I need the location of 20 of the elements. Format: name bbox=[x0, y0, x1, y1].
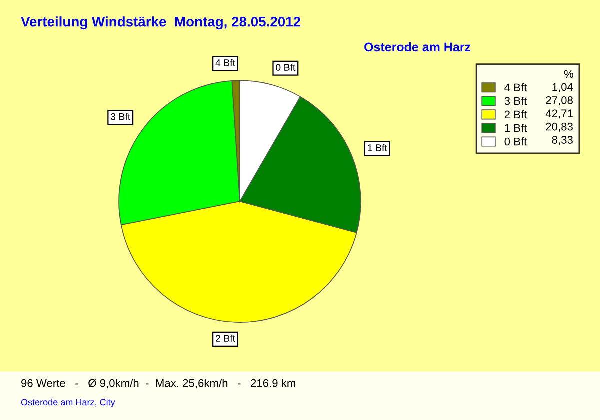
legend-label: 3 Bft bbox=[504, 96, 528, 106]
legend-title: % bbox=[564, 70, 574, 78]
slice-label: 2 Bft bbox=[216, 334, 236, 342]
text: Osterode am Harz, City bbox=[21, 398, 116, 408]
data-label: 1,04 bbox=[552, 83, 574, 92]
chart-title: Verteilung Windstärke Montag, 28.05.2012 bbox=[21, 16, 301, 30]
chart-subtitle: Osterode am Harz bbox=[364, 42, 471, 52]
slice-label: 0 Bft bbox=[276, 64, 296, 72]
data-label: 42,71 bbox=[546, 110, 573, 119]
slice-label: 1 Bft bbox=[368, 144, 388, 152]
slice-label: 4 Bft bbox=[216, 59, 236, 66]
legend-label: 0 Bft bbox=[504, 138, 528, 146]
slice-label: 3 Bft bbox=[110, 113, 131, 120]
data-label: 27,08 bbox=[546, 96, 573, 106]
legend-label: 2 Bft bbox=[504, 110, 528, 119]
legend-label: 4 Bft bbox=[504, 83, 528, 92]
legend-label: 1 Bft bbox=[505, 124, 528, 132]
data-label: 8,33 bbox=[552, 136, 573, 146]
data-label: 20,83 bbox=[546, 122, 573, 132]
text: 96 Werte - Ø 9,0km/h - Max. 25,6km/h - 216.9 km bbox=[22, 379, 296, 389]
